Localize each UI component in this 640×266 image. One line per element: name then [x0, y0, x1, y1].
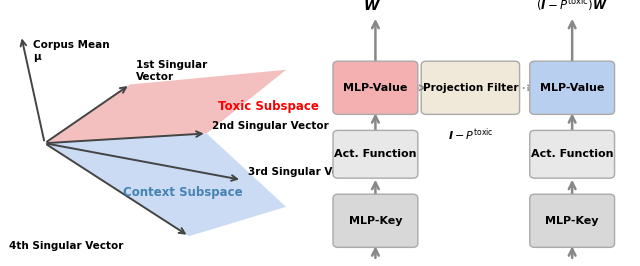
Text: Act. Function: Act. Function: [334, 149, 417, 159]
Polygon shape: [45, 70, 286, 143]
FancyBboxPatch shape: [333, 194, 418, 247]
Text: MLP-Value: MLP-Value: [540, 83, 604, 93]
Text: Projection Filter: Projection Filter: [422, 83, 518, 93]
Text: 2nd Singular Vector: 2nd Singular Vector: [212, 121, 329, 131]
Text: Corpus Mean
μ: Corpus Mean μ: [33, 40, 109, 62]
Text: $\boldsymbol{I} - P^{\mathrm{toxic}}$: $\boldsymbol{I} - P^{\mathrm{toxic}}$: [447, 126, 493, 143]
Text: MLP-Key: MLP-Key: [349, 216, 402, 226]
FancyBboxPatch shape: [333, 61, 418, 114]
FancyBboxPatch shape: [333, 130, 418, 178]
Polygon shape: [45, 134, 286, 236]
Text: Context Subspace: Context Subspace: [124, 186, 243, 199]
Text: 3rd Singular Vector: 3rd Singular Vector: [248, 168, 362, 177]
Text: $(\boldsymbol{I} - P^{\mathrm{toxic}})\boldsymbol{W}$: $(\boldsymbol{I} - P^{\mathrm{toxic}})\b…: [536, 0, 608, 13]
FancyBboxPatch shape: [421, 61, 520, 114]
FancyBboxPatch shape: [530, 61, 614, 114]
Text: Toxic Subspace: Toxic Subspace: [218, 100, 319, 113]
Text: MLP-Value: MLP-Value: [343, 83, 408, 93]
Text: 1st Singular
Vector: 1st Singular Vector: [136, 60, 207, 82]
Text: $\boldsymbol{W}$: $\boldsymbol{W}$: [363, 0, 381, 13]
FancyBboxPatch shape: [530, 130, 614, 178]
Text: Act. Function: Act. Function: [531, 149, 613, 159]
FancyBboxPatch shape: [530, 194, 614, 247]
Text: 4th Singular Vector: 4th Singular Vector: [10, 241, 124, 251]
Text: MLP-Key: MLP-Key: [545, 216, 599, 226]
